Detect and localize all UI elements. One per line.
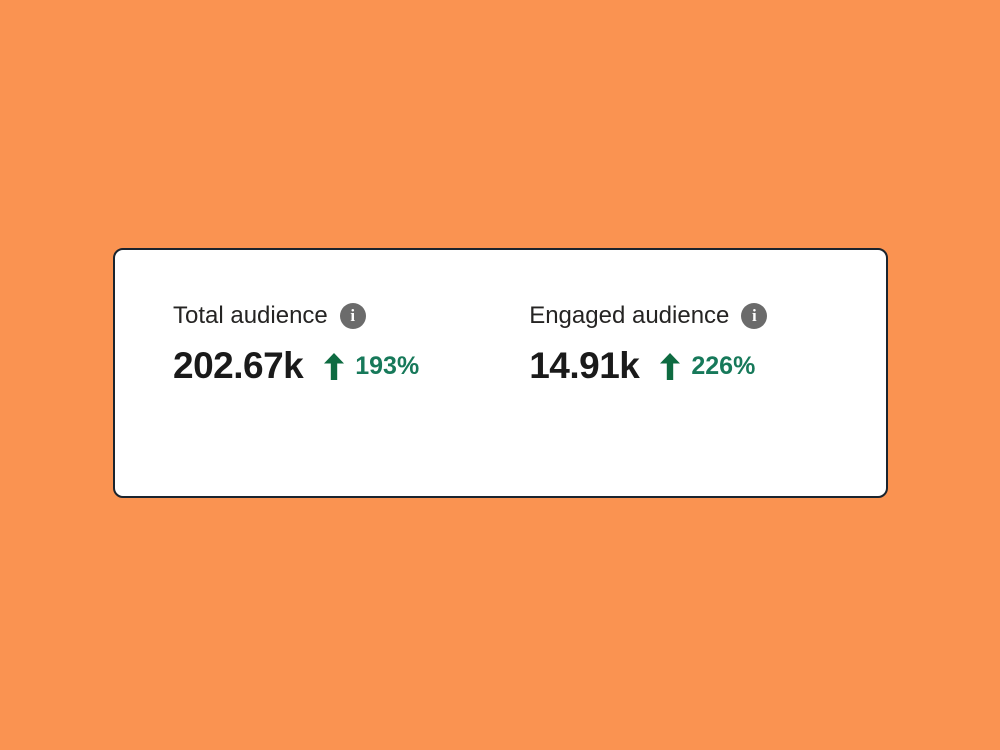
info-icon[interactable]: i — [339, 303, 366, 329]
metric-total-audience: Total audience i 202.67k 193% — [173, 302, 419, 386]
metric-value-row: 202.67k 193% — [173, 346, 419, 386]
trend-indicator: 193% — [323, 352, 419, 380]
metric-value: 202.67k — [173, 345, 304, 386]
metric-label: Total audience — [173, 302, 328, 329]
trend-indicator: 226% — [659, 352, 755, 380]
metric-value-row: 14.91k 226% — [529, 346, 767, 386]
metric-engaged-audience: Engaged audience i 14.91k 226% — [529, 302, 768, 386]
trend-up-icon — [660, 352, 681, 380]
metric-label: Engaged audience — [529, 302, 730, 329]
metric-delta: 226% — [691, 352, 756, 380]
info-icon[interactable]: i — [741, 303, 768, 329]
metric-label-row: Engaged audience i — [529, 302, 768, 330]
metric-label-row: Total audience i — [173, 302, 419, 330]
metrics-card: Total audience i 202.67k 193% Engaged au… — [113, 248, 888, 498]
metric-value: 14.91k — [529, 345, 640, 386]
metric-delta: 193% — [355, 352, 420, 380]
trend-up-icon — [324, 352, 345, 380]
metrics-row: Total audience i 202.67k 193% Engaged au… — [115, 250, 886, 386]
